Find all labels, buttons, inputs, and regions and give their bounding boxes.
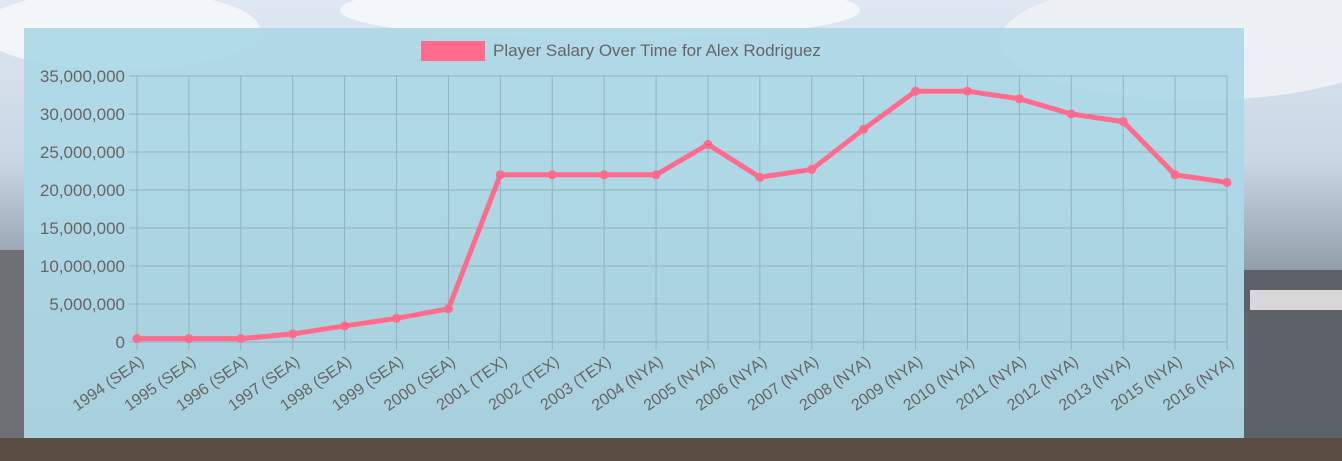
salary-data-point[interactable]	[340, 321, 350, 331]
y-axis: 0 5,000,000 10,000,000 15,000,000 20,000,000…	[40, 67, 125, 352]
salary-line-chart: 0 5,000,000 10,000,000 15,000,000 20,000,000…	[40, 41, 1238, 415]
y-tick-label: 20,000,000	[40, 181, 125, 200]
y-tick-label: 30,000,000	[40, 105, 125, 124]
salary-data-point[interactable]	[236, 334, 246, 344]
salary-data-point[interactable]	[651, 170, 661, 180]
salary-data-point[interactable]	[599, 170, 609, 180]
salary-series-line	[134, 88, 1230, 342]
chart-panel: 0 5,000,000 10,000,000 15,000,000 20,000,000…	[24, 28, 1244, 438]
salary-data-point[interactable]	[132, 334, 142, 344]
grid-layer	[129, 75, 1228, 350]
salary-data-point[interactable]	[288, 329, 298, 339]
salary-data-point[interactable]	[392, 313, 402, 323]
salary-data-point[interactable]	[443, 304, 453, 314]
salary-data-point[interactable]	[807, 164, 817, 174]
salary-data-point[interactable]	[755, 172, 765, 182]
salary-data-point[interactable]	[1222, 177, 1232, 187]
y-tick-label: 10,000,000	[40, 257, 125, 276]
salary-data-point[interactable]	[962, 86, 972, 96]
legend-swatch[interactable]	[421, 41, 485, 61]
y-tick-label: 35,000,000	[40, 67, 125, 86]
legend[interactable]: Player Salary Over Time for Alex Rodrigu…	[421, 41, 821, 61]
series-layer	[132, 86, 1232, 344]
salary-data-point[interactable]	[184, 334, 194, 344]
salary-data-point[interactable]	[703, 139, 713, 149]
salary-data-point[interactable]	[1014, 94, 1024, 104]
y-tick-label: 0	[116, 333, 125, 352]
salary-data-point[interactable]	[1118, 117, 1128, 127]
salary-data-point[interactable]	[911, 86, 921, 96]
legend-label[interactable]: Player Salary Over Time for Alex Rodrigu…	[493, 41, 821, 60]
salary-data-point[interactable]	[1066, 109, 1076, 119]
y-tick-label: 5,000,000	[49, 295, 125, 314]
y-tick-label: 25,000,000	[40, 143, 125, 162]
salary-data-point[interactable]	[547, 170, 557, 180]
x-axis: 1994 (SEA)1995 (SEA)1996 (SEA)1997 (SEA)…	[70, 353, 1238, 414]
y-tick-label: 15,000,000	[40, 219, 125, 238]
salary-data-point[interactable]	[1170, 170, 1180, 180]
salary-data-point[interactable]	[495, 170, 505, 180]
salary-data-point[interactable]	[859, 124, 869, 134]
